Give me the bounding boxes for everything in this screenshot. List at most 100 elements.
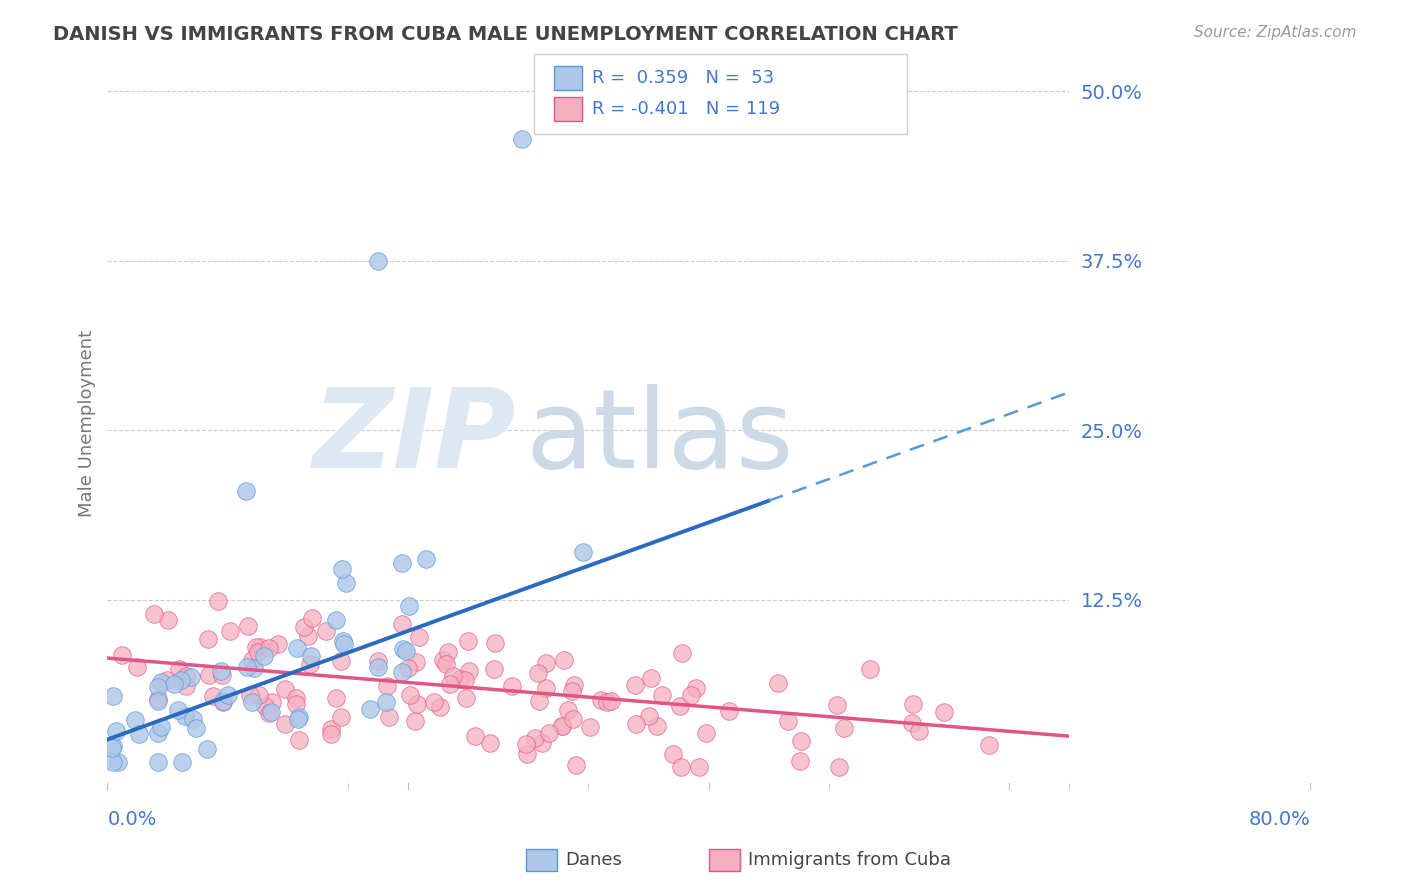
Point [253, 649, 276, 664]
Point [287, 712, 309, 726]
Point [299, 648, 322, 663]
Point [273, 681, 295, 696]
Point [105, 724, 128, 739]
Point [464, 729, 486, 743]
Point [484, 635, 506, 649]
Point [209, 664, 232, 678]
Point [429, 700, 451, 714]
Point [292, 620, 315, 634]
Point [259, 640, 281, 655]
Point [367, 253, 389, 268]
Point [330, 710, 353, 724]
Point [181, 712, 204, 726]
Point [124, 714, 146, 728]
Point [790, 734, 813, 748]
Point [149, 674, 172, 689]
Point [257, 706, 280, 720]
Point [651, 688, 673, 702]
Text: R = -0.401   N = 119: R = -0.401 N = 119 [592, 100, 780, 119]
Point [434, 657, 457, 672]
Point [454, 673, 477, 688]
Point [148, 726, 170, 740]
Point [319, 722, 342, 736]
Point [458, 664, 481, 678]
Point [325, 690, 347, 705]
Point [184, 721, 207, 735]
Point [404, 714, 426, 728]
Point [392, 641, 415, 656]
Text: Source: ZipAtlas.com: Source: ZipAtlas.com [1194, 25, 1357, 40]
Point [332, 634, 354, 648]
Point [398, 599, 420, 613]
Point [515, 737, 537, 751]
Point [330, 654, 353, 668]
Point [510, 131, 533, 145]
Point [640, 671, 662, 685]
Point [107, 756, 129, 770]
Point [217, 688, 239, 702]
Point [297, 629, 319, 643]
Point [260, 705, 283, 719]
Point [979, 738, 1001, 752]
Text: Immigrants from Cuba: Immigrants from Cuba [748, 851, 950, 869]
Point [273, 716, 295, 731]
Point [437, 645, 460, 659]
Point [335, 576, 357, 591]
Point [367, 654, 389, 668]
Y-axis label: Male Unemployment: Male Unemployment [79, 330, 96, 517]
Point [219, 624, 242, 638]
Point [285, 641, 308, 656]
Point [143, 607, 166, 621]
Point [162, 676, 184, 690]
Text: 0.0%: 0.0% [107, 810, 156, 830]
Point [669, 759, 692, 773]
Point [562, 678, 585, 692]
Point [201, 689, 224, 703]
Point [198, 667, 221, 681]
Point [149, 720, 172, 734]
Point [180, 670, 202, 684]
Point [174, 679, 197, 693]
Point [600, 694, 623, 708]
Point [239, 689, 262, 703]
Point [908, 723, 931, 738]
Text: DANISH VS IMMIGRANTS FROM CUBA MALE UNEMPLOYMENT CORRELATION CHART: DANISH VS IMMIGRANTS FROM CUBA MALE UNEM… [53, 25, 957, 44]
Point [103, 756, 125, 770]
Point [395, 644, 418, 658]
Point [211, 668, 233, 682]
Point [246, 645, 269, 659]
Point [288, 710, 311, 724]
Point [156, 673, 179, 687]
Point [195, 742, 218, 756]
Point [240, 695, 263, 709]
Point [441, 669, 464, 683]
Point [103, 739, 125, 753]
Point [538, 726, 561, 740]
Point [359, 702, 381, 716]
Point [501, 679, 523, 693]
Point [449, 673, 471, 687]
Point [553, 653, 575, 667]
Point [167, 662, 190, 676]
Point [127, 659, 149, 673]
Point [596, 695, 619, 709]
Point [249, 640, 271, 654]
Text: atlas: atlas [526, 384, 794, 491]
Point [391, 616, 413, 631]
Point [479, 737, 502, 751]
Point [439, 677, 461, 691]
Point [669, 699, 692, 714]
Point [456, 690, 478, 705]
Point [531, 736, 554, 750]
Point [240, 653, 263, 667]
Point [284, 691, 307, 706]
Point [103, 689, 125, 703]
Point [524, 731, 547, 745]
Point [662, 747, 685, 761]
Point [624, 678, 647, 692]
Point [148, 680, 170, 694]
Point [572, 544, 595, 558]
Point [111, 648, 134, 663]
Text: Danes: Danes [565, 851, 621, 869]
Point [174, 669, 197, 683]
